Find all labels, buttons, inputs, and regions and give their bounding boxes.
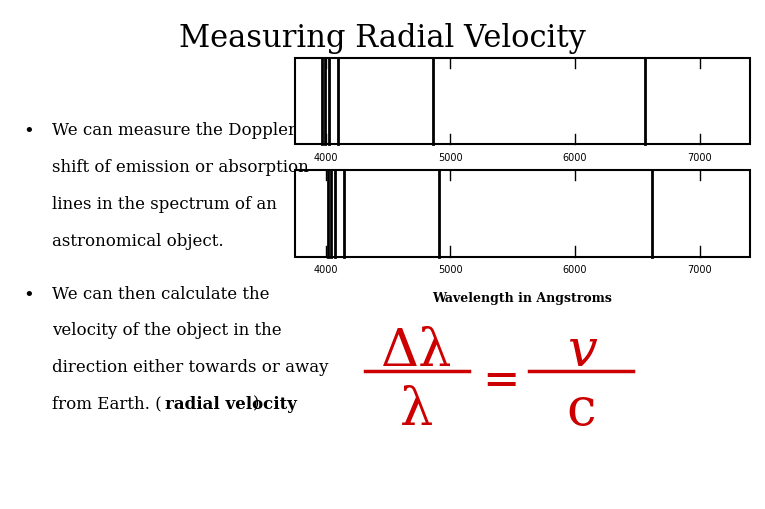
Text: velocity of the object in the: velocity of the object in the	[52, 322, 282, 338]
Text: We can measure the Doppler: We can measure the Doppler	[52, 122, 296, 139]
Text: shift of emission or absorption: shift of emission or absorption	[52, 159, 309, 176]
Text: from Earth. (: from Earth. (	[52, 395, 161, 412]
Text: Wavelength in Angstroms: Wavelength in Angstroms	[432, 292, 612, 304]
Text: v: v	[567, 326, 596, 377]
Text: 7000: 7000	[688, 153, 712, 163]
Text: lines in the spectrum of an: lines in the spectrum of an	[52, 195, 277, 212]
Text: •: •	[23, 285, 34, 303]
Text: •: •	[23, 122, 34, 140]
Text: We can then calculate the: We can then calculate the	[52, 285, 269, 302]
Text: 5000: 5000	[438, 153, 463, 163]
Text: astronomical object.: astronomical object.	[52, 232, 223, 249]
Text: 5000: 5000	[438, 265, 463, 275]
Text: Δλ: Δλ	[381, 326, 453, 377]
Text: 4000: 4000	[314, 265, 338, 275]
Text: λ: λ	[400, 384, 434, 435]
Text: radial velocity: radial velocity	[165, 395, 297, 412]
Text: 6000: 6000	[563, 153, 588, 163]
Text: Measuring Radial Velocity: Measuring Radial Velocity	[179, 23, 586, 54]
Text: 4000: 4000	[314, 153, 338, 163]
Bar	[295, 171, 750, 257]
Bar	[295, 59, 750, 145]
Text: =: =	[483, 359, 519, 402]
Text: direction either towards or away: direction either towards or away	[52, 358, 328, 375]
Text: 7000: 7000	[688, 265, 712, 275]
Text: 6000: 6000	[563, 265, 588, 275]
Text: c: c	[567, 384, 596, 435]
Text: ): )	[253, 395, 259, 412]
